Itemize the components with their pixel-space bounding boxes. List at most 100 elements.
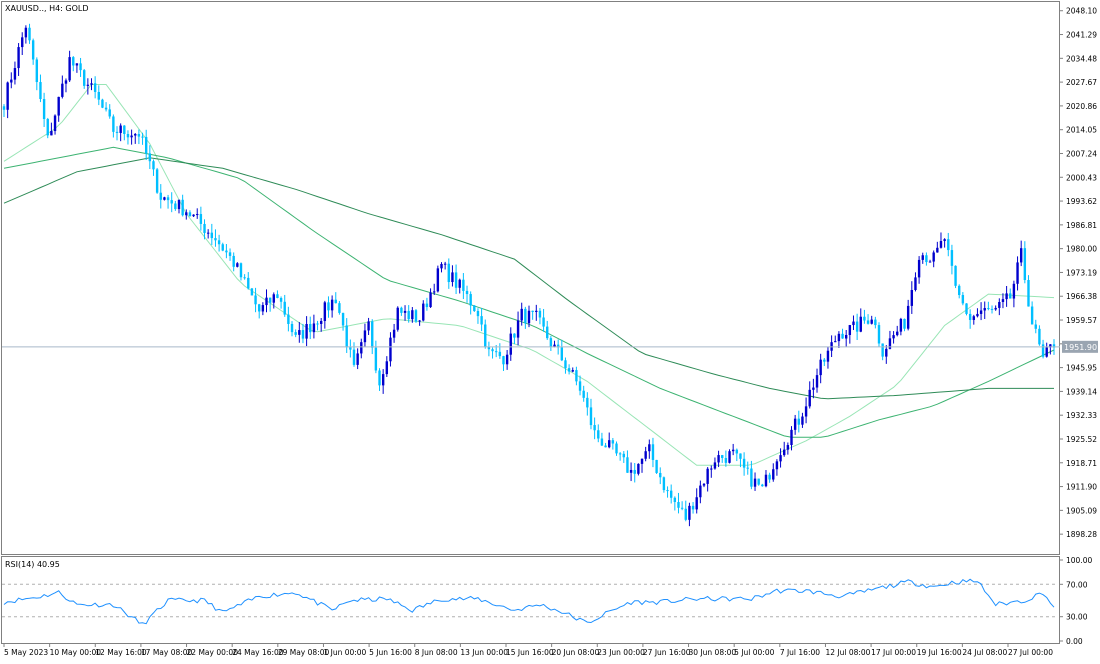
candle-body bbox=[53, 115, 57, 132]
candle-body bbox=[673, 497, 677, 503]
candle-body bbox=[101, 99, 104, 108]
candle-body bbox=[983, 308, 986, 311]
candle-body bbox=[921, 255, 924, 260]
candle-body bbox=[753, 478, 757, 487]
candle-body bbox=[86, 84, 90, 86]
price-tick-label: 1986.81 bbox=[1066, 221, 1097, 230]
time-tick-label: 27 Jul 00:00 bbox=[1008, 648, 1053, 657]
candle-body bbox=[888, 338, 892, 349]
candle-body bbox=[192, 214, 195, 217]
candle-body bbox=[757, 478, 760, 485]
candle-body bbox=[498, 351, 502, 357]
candle-body bbox=[764, 474, 768, 487]
candle-body bbox=[93, 83, 97, 92]
candle-body bbox=[804, 406, 808, 417]
rsi-pane-frame bbox=[1, 556, 1060, 644]
candle-body bbox=[210, 232, 214, 239]
candle-body bbox=[1009, 293, 1012, 299]
candle-body bbox=[35, 59, 39, 83]
candle-body bbox=[144, 136, 148, 154]
candle-body bbox=[462, 279, 465, 291]
candle-body bbox=[666, 490, 669, 492]
candle-body bbox=[6, 82, 9, 110]
candle-body bbox=[469, 294, 472, 306]
candle-body bbox=[710, 468, 713, 470]
candle-body bbox=[713, 462, 717, 469]
candle-body bbox=[527, 310, 531, 324]
candle-body bbox=[385, 361, 389, 375]
time-tick-label: 17 Jul 00:00 bbox=[871, 648, 916, 657]
candle-body bbox=[844, 334, 848, 339]
candle-body bbox=[990, 308, 994, 310]
candle-body bbox=[447, 263, 450, 283]
candle-body bbox=[177, 199, 181, 210]
candle-body bbox=[761, 484, 764, 487]
candle-body bbox=[115, 131, 119, 133]
candle-body bbox=[254, 295, 257, 305]
candle-body bbox=[728, 451, 731, 463]
candle-body bbox=[21, 37, 24, 48]
candle-body bbox=[341, 312, 345, 326]
price-tick-label: 2007.24 bbox=[1066, 149, 1097, 158]
candle-body bbox=[524, 308, 527, 324]
candle-body bbox=[914, 277, 917, 291]
candle-body bbox=[443, 263, 447, 265]
candle-body bbox=[859, 316, 862, 332]
candle-body bbox=[1030, 306, 1034, 325]
candle-body bbox=[640, 458, 644, 464]
candle-body bbox=[622, 453, 625, 458]
candle-body bbox=[239, 263, 243, 278]
candle-body bbox=[910, 290, 914, 306]
candle-body bbox=[83, 70, 86, 86]
candle-body bbox=[79, 63, 82, 71]
price-tick-label: 2041.29 bbox=[1066, 31, 1097, 40]
candle-body bbox=[950, 250, 954, 266]
candle-body bbox=[440, 263, 443, 269]
candle-body bbox=[826, 350, 830, 362]
candle-body bbox=[422, 303, 425, 321]
candle-body bbox=[597, 430, 600, 439]
candle-body bbox=[509, 333, 512, 355]
candle-body bbox=[181, 199, 184, 216]
candle-body bbox=[425, 303, 429, 308]
candle-body bbox=[247, 277, 250, 289]
price-tick-label: 1980.00 bbox=[1066, 245, 1097, 254]
candle-body bbox=[823, 359, 826, 362]
candle-body bbox=[236, 263, 239, 267]
candle-body bbox=[706, 468, 709, 484]
time-tick-label: 24 Jul 08:00 bbox=[962, 648, 1007, 657]
candle-body bbox=[301, 330, 305, 339]
rsi-tick-label: 70.00 bbox=[1066, 580, 1088, 589]
candle-body bbox=[855, 321, 859, 332]
candle-body bbox=[338, 303, 341, 313]
candle-body bbox=[750, 468, 753, 487]
candle-body bbox=[319, 320, 323, 324]
moving-average-3 bbox=[3, 157, 1054, 400]
candle-body bbox=[863, 316, 866, 321]
candle-body bbox=[327, 302, 330, 311]
candle-body bbox=[403, 310, 407, 313]
candle-body bbox=[429, 292, 432, 308]
candle-body bbox=[349, 347, 352, 350]
candle-body bbox=[870, 319, 873, 324]
candle-body bbox=[196, 214, 199, 216]
candle-body bbox=[130, 135, 133, 138]
candle-body bbox=[560, 347, 564, 361]
rsi-title: RSI(14) 40.95 bbox=[5, 560, 60, 569]
candle-body bbox=[389, 337, 392, 362]
candle-body bbox=[1001, 299, 1005, 303]
price-tick-label: 1973.19 bbox=[1066, 268, 1097, 277]
price-tick-label: 2014.05 bbox=[1066, 126, 1097, 135]
candle-body bbox=[396, 307, 399, 330]
candle-body bbox=[458, 279, 461, 288]
candle-body bbox=[848, 325, 852, 335]
candle-body bbox=[433, 291, 436, 293]
candle-body bbox=[312, 323, 316, 333]
candle-body bbox=[819, 359, 822, 376]
candle-body bbox=[163, 197, 166, 200]
candle-body bbox=[1012, 283, 1016, 299]
candle-body bbox=[1052, 344, 1056, 348]
